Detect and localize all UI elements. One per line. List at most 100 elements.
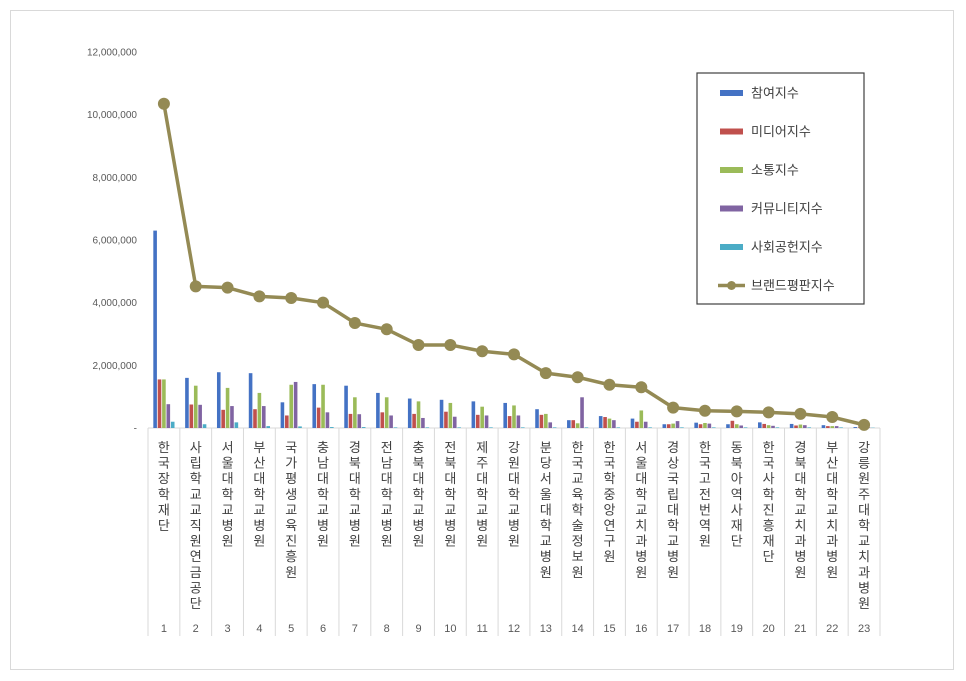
bar-사회공헌지수: [648, 427, 652, 428]
line-marks: [157, 97, 871, 431]
bar-커뮤니티지수: [612, 420, 616, 428]
bar-참여지수: [248, 373, 253, 428]
bar-미디어지수: [762, 423, 767, 428]
bar-커뮤니티지수: [261, 406, 266, 428]
bar-사회공헌지수: [170, 421, 175, 428]
bar-커뮤니티지수: [452, 416, 457, 428]
rank-label: 8: [384, 623, 390, 635]
bar-소통지수: [384, 397, 389, 428]
bar-미디어지수: [348, 413, 353, 428]
marker-브랜드평판지수: [508, 348, 520, 361]
bar-사회공헌지수: [743, 427, 748, 428]
bar-사회공헌지수: [425, 427, 430, 428]
bar-미디어지수: [316, 407, 321, 428]
bar-미디어지수: [412, 413, 416, 428]
bar-참여지수: [312, 384, 317, 428]
bar-소통지수: [289, 384, 294, 428]
bar-사회공헌지수: [393, 427, 398, 428]
bar-소통지수: [544, 413, 548, 428]
bar-소통지수: [193, 385, 198, 428]
bar-사회공헌지수: [711, 427, 716, 428]
rank-label: 5: [288, 623, 294, 635]
bar-커뮤니티지수: [198, 404, 202, 428]
bar-참여지수: [726, 424, 730, 428]
bar-커뮤니티지수: [389, 415, 393, 428]
bar-커뮤니티지수: [516, 415, 521, 428]
bar-참여지수: [853, 427, 858, 428]
bar-소통지수: [257, 392, 262, 428]
bar-참여지수: [376, 392, 380, 428]
rank-label: 9: [415, 623, 421, 635]
legend-label: 미디어지수: [751, 125, 811, 140]
marker-브랜드평판지수: [221, 281, 234, 294]
bar-커뮤니티지수: [771, 425, 775, 428]
rank-label: 21: [794, 623, 806, 635]
bar-미디어지수: [189, 404, 194, 428]
legend-swatch-커뮤니티지수: [720, 205, 743, 212]
legend-swatch-사회공헌지수: [720, 244, 743, 250]
bar-사회공헌지수: [298, 426, 302, 428]
bar-소통지수: [734, 424, 739, 428]
bar-사회공헌지수: [584, 427, 589, 428]
y-tick-label: -: [134, 424, 137, 435]
marker-브랜드평판지수: [412, 338, 425, 351]
bar-소통지수: [830, 426, 835, 428]
bar-소통지수: [448, 402, 453, 428]
bar-소통지수: [225, 387, 230, 428]
rank-label: 23: [858, 623, 870, 635]
marker-브랜드평판지수: [317, 296, 330, 309]
bar-사회공헌지수: [552, 427, 557, 428]
marker-브랜드평판지수: [380, 323, 393, 336]
rank-label: 1: [161, 623, 167, 635]
bar-참여지수: [694, 422, 698, 428]
bar-소통지수: [512, 405, 516, 428]
bar-소통지수: [607, 418, 612, 428]
legend-label: 사회공헌지수: [751, 241, 823, 256]
bar-참여지수: [662, 424, 667, 428]
y-tick-label: 8,000,000: [93, 173, 138, 184]
legend-label: 커뮤니티지수: [751, 202, 823, 217]
bar-미디어지수: [635, 421, 639, 428]
bar-커뮤니티지수: [548, 422, 553, 428]
bar-참여지수: [598, 416, 603, 428]
y-tick-label: 6,000,000: [93, 236, 138, 247]
marker-브랜드평판지수: [635, 381, 648, 394]
bar-커뮤니티지수: [834, 426, 839, 428]
bar-미디어지수: [730, 420, 735, 428]
bar-사회공헌지수: [521, 427, 525, 428]
bar-사회공헌지수: [266, 426, 270, 428]
bar-미디어지수: [826, 426, 830, 428]
bar-참여지수: [503, 402, 507, 428]
bar-커뮤니티지수: [293, 381, 298, 428]
rank-label: 16: [635, 623, 647, 635]
bar-사회공헌지수: [680, 427, 684, 428]
bar-미디어지수: [539, 414, 544, 428]
bar-소통지수: [798, 424, 803, 428]
bar-참여지수: [185, 377, 189, 428]
bar-사회공헌지수: [234, 422, 239, 428]
bar-커뮤니티지수: [739, 425, 743, 428]
bar-참여지수: [344, 385, 348, 428]
bar-참여지수: [821, 425, 826, 428]
marker-브랜드평판지수: [698, 404, 711, 417]
legend-box: [696, 72, 865, 305]
marker-브랜드평판지수: [285, 291, 298, 304]
bar-참여지수: [153, 230, 157, 428]
bar-미디어지수: [253, 409, 257, 428]
marker-브랜드평판지수: [253, 290, 266, 303]
bar-사회공헌지수: [361, 427, 366, 428]
bar-미디어지수: [285, 415, 289, 428]
bar-미디어지수: [794, 425, 798, 428]
bar-미디어지수: [380, 412, 385, 428]
rank-label: 19: [731, 623, 743, 635]
bar-커뮤니티지수: [357, 414, 362, 428]
